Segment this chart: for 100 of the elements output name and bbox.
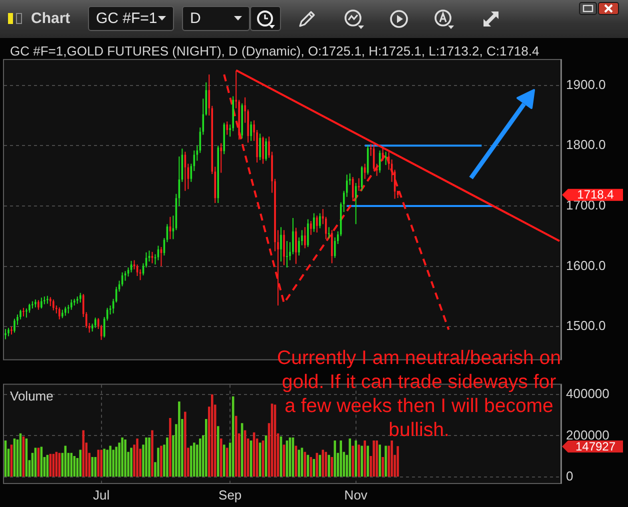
annotation: Currently I am neutral/bearish on gold. If it can trade sideways for a few weeks then I will become bullish. (276, 346, 562, 442)
candlestick (280, 227, 282, 262)
candlestick (32, 301, 34, 309)
bar (366, 446, 369, 477)
bar (360, 446, 363, 477)
candlestick (283, 230, 285, 266)
bar (130, 448, 132, 477)
y-tick-label: 1500.0 (566, 318, 606, 334)
bar (358, 444, 360, 477)
bar (121, 437, 124, 477)
bar (193, 442, 196, 477)
candlestick (169, 216, 172, 240)
candlestick (151, 252, 154, 264)
bar (82, 430, 84, 477)
candlestick (73, 298, 76, 306)
bar (115, 446, 118, 477)
bar (205, 418, 208, 477)
bar (376, 440, 378, 477)
y-tick-label: 1800.0 (566, 137, 606, 152)
bar (136, 438, 138, 477)
candlestick (217, 146, 220, 203)
candlestick (220, 143, 222, 173)
candlestick (313, 213, 315, 232)
candlestick (250, 122, 252, 141)
bar (109, 446, 112, 477)
bar (100, 450, 102, 477)
bar (190, 446, 192, 477)
candlestick (384, 152, 387, 165)
bar (184, 412, 186, 477)
bar (354, 440, 357, 477)
dropdown-field: GC #F=1 (88, 6, 174, 31)
x-tick-label: Nov (344, 487, 368, 502)
candlestick (286, 240, 288, 268)
bar (124, 440, 126, 477)
candlestick (241, 103, 243, 138)
candlestick (352, 177, 354, 202)
bar (157, 448, 160, 477)
candlestick (160, 247, 162, 266)
bar (166, 437, 168, 477)
bar (210, 394, 214, 477)
dropdown-field: D (182, 6, 250, 31)
candlestick (360, 166, 363, 191)
x-tick-label: Sep (218, 487, 242, 502)
bar (73, 456, 76, 477)
candlestick (358, 178, 360, 191)
candlestick (52, 299, 54, 310)
candlestick (259, 134, 261, 160)
y-tick-label: 400000 (566, 386, 610, 402)
candlestick (22, 308, 24, 316)
candlestick (226, 122, 228, 135)
bar (148, 437, 150, 477)
candlestick (130, 260, 132, 272)
candlestick (8, 328, 10, 336)
y-tick-label: 1600.0 (566, 258, 606, 273)
bar (382, 456, 384, 477)
candlestick (364, 164, 366, 179)
candlestick (319, 213, 321, 228)
candlestick (70, 299, 72, 310)
chart-title: GC #F=1,GOLD FUTURES (NIGHT), D (Dynamic), O:1725.1, H:1725.1, L:1713.2, C:1718.4 (10, 44, 540, 59)
candlestick (46, 296, 48, 304)
candlestick (223, 122, 226, 154)
candlestick (58, 307, 60, 320)
y-tick-label: 0 (566, 468, 574, 484)
bar (91, 456, 94, 477)
candlestick (76, 296, 78, 304)
bar (372, 440, 375, 477)
candlestick (354, 183, 357, 224)
candlestick (14, 318, 16, 333)
bar (106, 450, 108, 477)
candlestick (316, 216, 318, 233)
text: Chart (31, 10, 70, 27)
candlestick (328, 227, 330, 239)
bar (70, 452, 73, 477)
bar (169, 418, 172, 477)
candlestick (50, 297, 52, 306)
bar (178, 402, 180, 477)
y-tick-label: 1900.0 (566, 76, 606, 92)
bar (352, 446, 354, 477)
candlestick (184, 152, 186, 191)
candlestick (262, 136, 264, 164)
candlestick (295, 228, 297, 264)
candlestick (10, 326, 12, 334)
bar (378, 444, 381, 477)
bar (364, 440, 366, 477)
candlestick (34, 299, 36, 308)
candlestick (307, 219, 309, 247)
candlestick (4, 329, 6, 340)
x-tick-label: Jul (93, 487, 110, 502)
bar (348, 438, 352, 477)
candlestick (94, 318, 96, 328)
bar (199, 438, 202, 477)
candlestick (40, 298, 42, 309)
bar (103, 448, 106, 477)
bar (390, 440, 393, 477)
candlestick (310, 221, 312, 235)
candlestick (265, 138, 267, 161)
candlestick (61, 310, 64, 318)
candlestick (64, 306, 66, 316)
line-series (223, 73, 450, 331)
bar (396, 446, 399, 477)
